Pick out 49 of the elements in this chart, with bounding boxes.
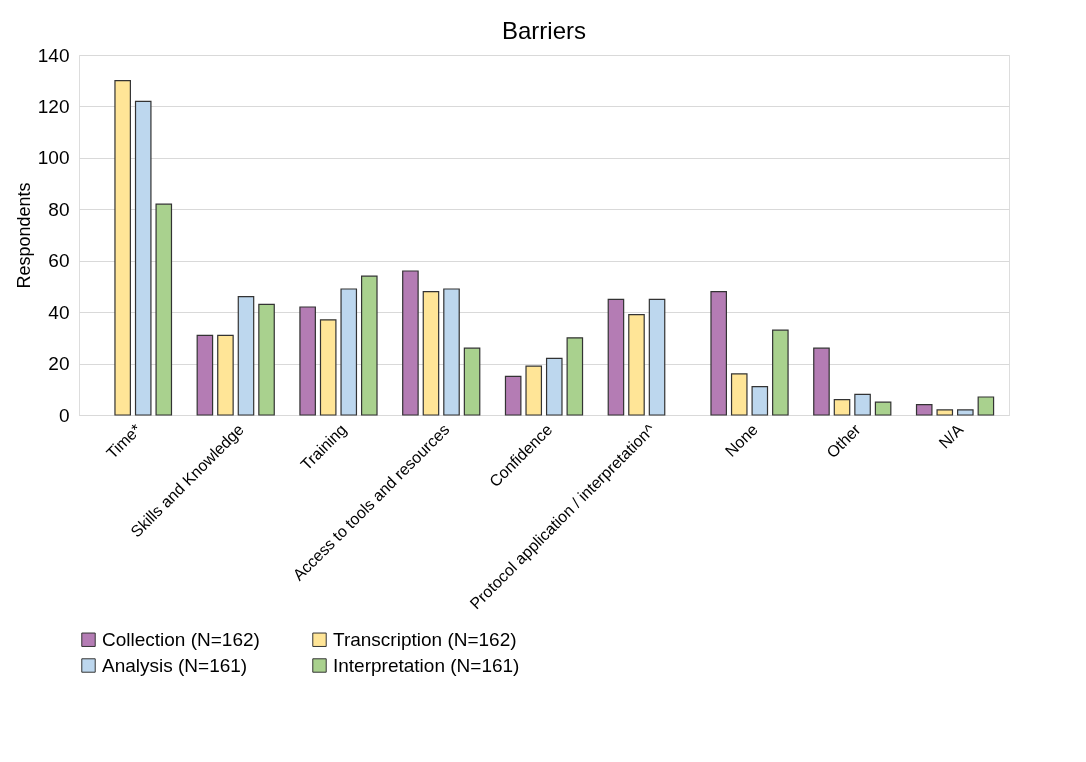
legend-label: Interpretation (N=161) [333,654,520,676]
y-tick-label: 120 [37,95,70,117]
bar [607,298,625,416]
bar [443,288,460,416]
bar [319,319,337,416]
bar [813,347,830,416]
bar [648,298,666,416]
y-tick-label: 140 [37,44,70,66]
bar [710,290,727,416]
bar [402,270,419,416]
bar [361,275,378,416]
y-tick-label: 0 [58,404,70,426]
y-tick-label: 80 [48,198,70,220]
bar [504,375,522,416]
bar [463,347,481,416]
bar [422,290,440,416]
bar [114,80,131,416]
y-tick-label: 20 [48,353,70,375]
bar [957,409,974,416]
bar [340,288,358,416]
legend-label: Transcription (N=162) [333,628,517,650]
legend-label: Collection (N=162) [102,628,260,650]
y-tick-label: 40 [48,301,70,323]
bar [217,334,234,416]
bar [258,303,275,416]
y-tick-label: 100 [37,147,70,169]
bar [155,203,173,416]
x-tick-label: N/A [935,420,967,452]
bar [134,100,152,416]
y-tick-label: 60 [48,250,70,272]
bar [628,314,645,416]
y-axis-title: Respondents [13,182,34,289]
bar [833,398,851,416]
legend-label: Analysis (N=161) [102,654,248,676]
bar [525,365,543,416]
bar [299,306,316,416]
bar [237,296,255,416]
bar [977,396,995,416]
bar [936,409,954,416]
bar [730,373,748,416]
bar [751,386,769,416]
bar [854,393,871,416]
bar [566,337,584,416]
bar [874,401,892,416]
bar [196,334,214,416]
bar [772,329,789,416]
bar [545,357,563,416]
chart-title: Barriers [501,17,587,44]
bar [915,404,933,416]
